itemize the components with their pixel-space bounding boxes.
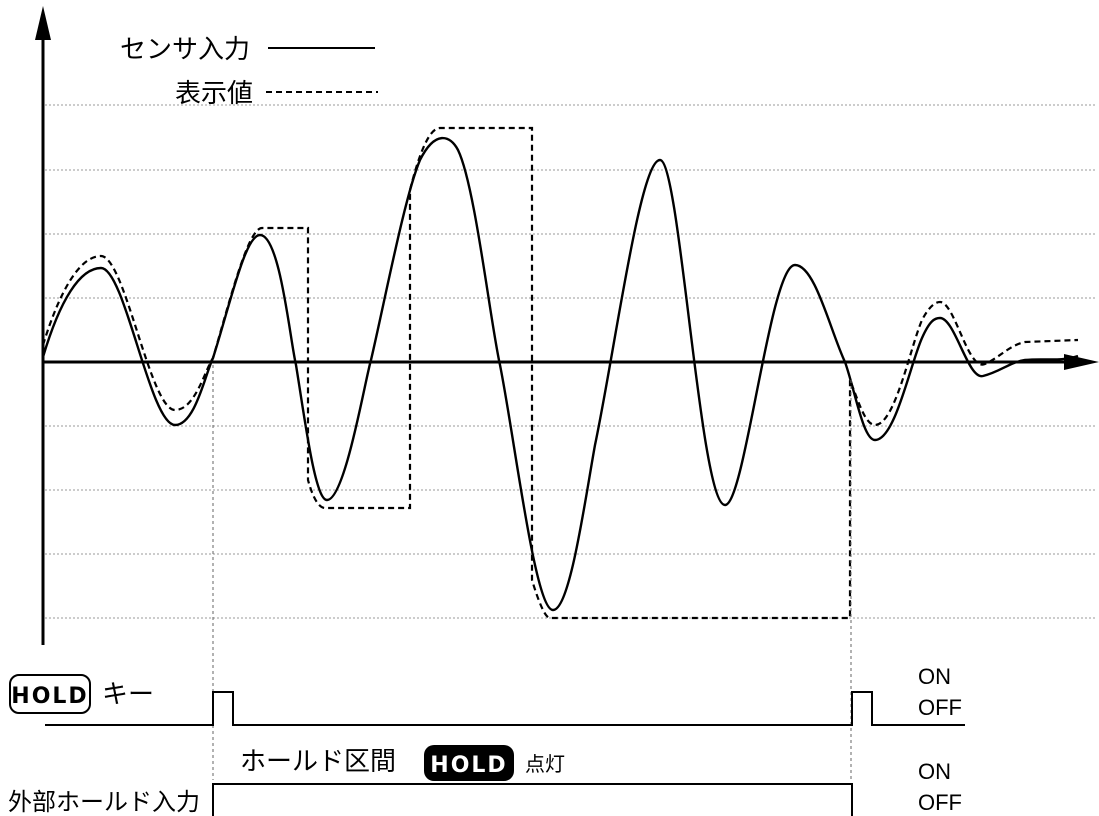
legend-sensor-input-label: センサ入力 (120, 35, 250, 65)
external-hold-on-label: ON (918, 759, 951, 784)
hold-key-signal (45, 691, 965, 726)
grid-lines (45, 104, 1095, 619)
hold-key-badge-text: HOLD (11, 684, 88, 709)
hold-indicator-badge-text: HOLD (430, 753, 507, 778)
hold-key-off-label: OFF (918, 695, 962, 720)
sensor-input-curve (41, 136, 1079, 612)
hold-key-on-label: ON (918, 664, 951, 689)
hold-indicator-lit-label: 点灯 (525, 752, 565, 776)
x-axis-arrow-icon (1064, 354, 1099, 370)
external-hold-off-label: OFF (918, 790, 962, 815)
y-axis-arrow-icon (35, 6, 51, 40)
legend-display-value-label: 表示値 (175, 79, 253, 109)
hold-key-label: キー (102, 680, 154, 710)
display-value-curve (41, 126, 1079, 620)
hold-interval-label: ホールド区間 (240, 747, 396, 777)
hold-key-badge (9, 674, 91, 714)
hold-boundary-guides (212, 365, 852, 780)
external-hold-signal (212, 783, 853, 816)
hold-indicator-badge (424, 745, 514, 781)
external-hold-label: 外部ホールド入力 (8, 788, 200, 816)
